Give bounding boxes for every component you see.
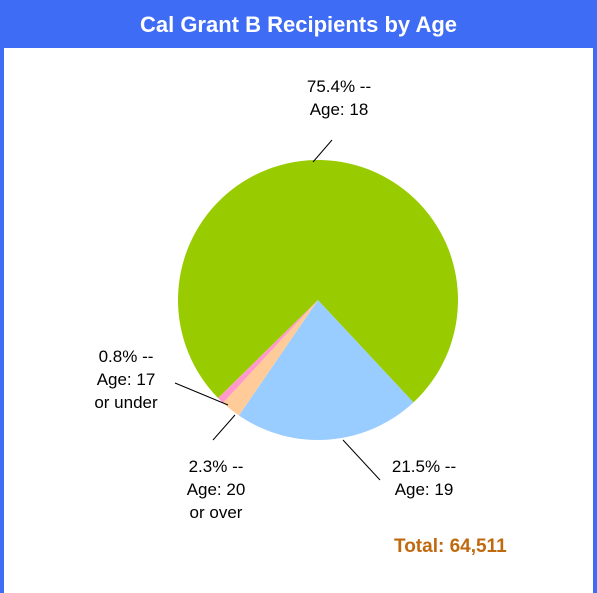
leader-line <box>174 382 229 406</box>
slice-label: 0.8% -- Age: 17 or under <box>81 345 171 414</box>
leader-line <box>342 439 381 481</box>
total-label: Total: 64,511 <box>394 536 507 557</box>
category-label: Age: 18 <box>309 100 369 119</box>
value-label: 0.8% -- <box>98 347 154 366</box>
value-label: 21.5% -- <box>391 457 457 476</box>
leader-line <box>312 139 333 163</box>
category-label: Age: 19 <box>394 480 454 499</box>
pie-slice <box>218 300 318 403</box>
category-label: Age: 20 or over <box>186 480 246 522</box>
slice-label: 21.5% -- Age: 19 <box>379 455 469 501</box>
pie-slice <box>238 300 414 440</box>
leader-line <box>212 414 236 441</box>
pie-slice <box>223 300 318 416</box>
pie-slice <box>178 159 459 403</box>
value-label: 2.3% -- <box>188 457 244 476</box>
value-label: 75.4% -- <box>306 77 372 96</box>
chart-title: Cal Grant B Recipients by Age <box>0 0 597 48</box>
slice-label: 2.3% -- Age: 20 or over <box>171 455 261 524</box>
slice-label: 75.4% -- Age: 18 <box>294 75 384 121</box>
category-label: Age: 17 or under <box>94 370 158 412</box>
